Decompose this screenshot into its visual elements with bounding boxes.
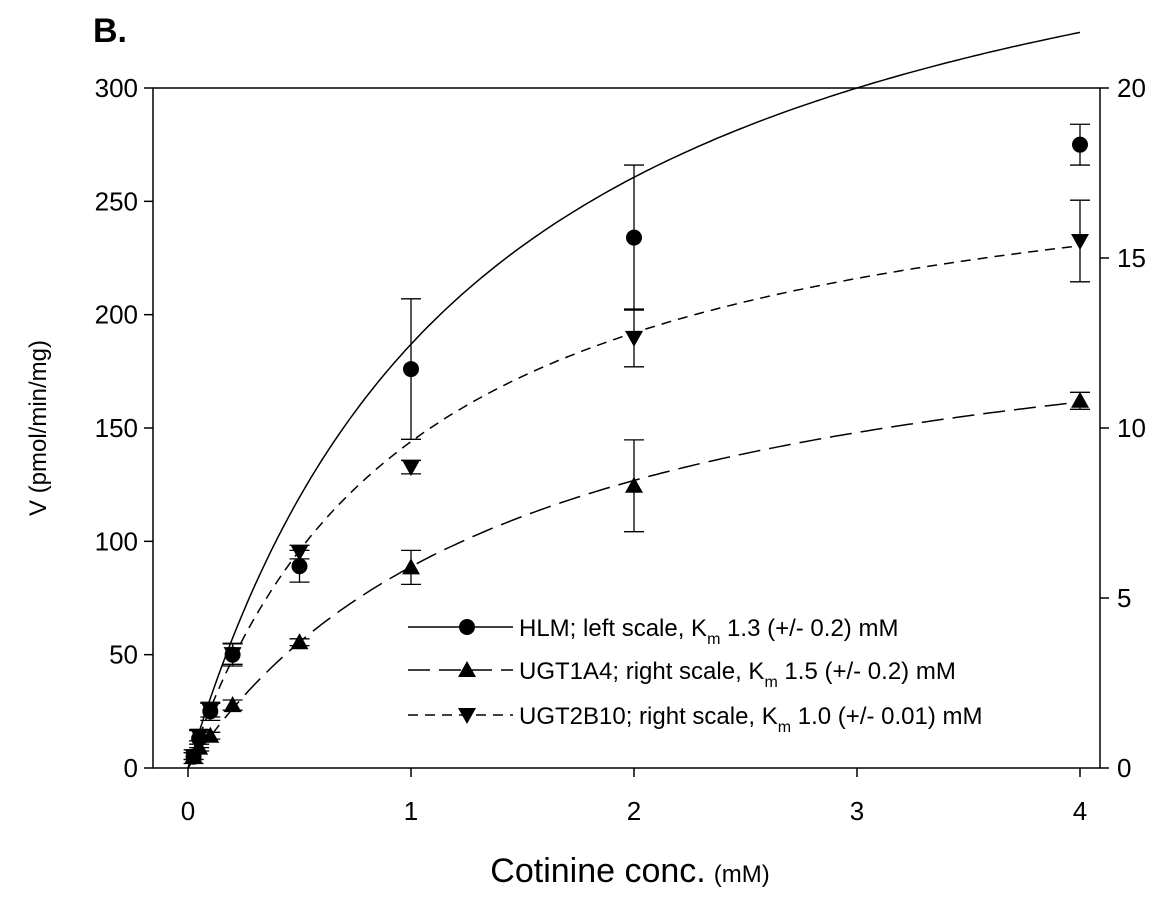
panel-label: B.: [93, 12, 127, 50]
legend-marker-1: [459, 619, 475, 635]
data-point: [291, 558, 308, 575]
data-point: [223, 696, 242, 713]
legend-label-2: UGT1A4; right scale, Km 1.5 (+/- 0.2) mM: [519, 658, 956, 691]
data-point: [1071, 391, 1089, 408]
x-tick-label: 3: [850, 796, 864, 826]
legend-label-text: 1.5 (+/- 0.2) mM: [778, 658, 956, 685]
x-tick-label: 0: [181, 796, 195, 826]
x-tick-label: 1: [404, 796, 418, 826]
legend-marker-3: [458, 708, 476, 724]
data-point: [402, 558, 420, 575]
x-axis-title-main: Cotinine conc.: [490, 852, 705, 890]
data-point: [184, 749, 203, 766]
data-point: [1071, 234, 1089, 250]
y-left-tick-label: 50: [109, 640, 138, 670]
y-left-tick-label: 0: [124, 753, 138, 783]
y-axis-title: V (pmol/min/mg): [25, 340, 52, 516]
y-right-tick-label: 20: [1117, 73, 1146, 103]
data-point: [201, 726, 220, 743]
data-point: [403, 361, 419, 378]
data-point: [402, 460, 420, 477]
y-right-tick-label: 5: [1117, 583, 1131, 613]
data-point: [626, 229, 642, 246]
data-point: [290, 633, 309, 650]
legend-label-subscript: m: [764, 674, 777, 691]
y-left-tick-label: 300: [95, 73, 138, 103]
y-right-tick-label: 0: [1117, 753, 1131, 783]
data-point: [1072, 136, 1088, 153]
legend-label-subscript: m: [707, 631, 720, 648]
data-point: [201, 703, 220, 720]
legend-label-text: UGT2B10; right scale, K: [519, 703, 778, 730]
y-right-tick-label: 15: [1117, 243, 1146, 273]
data-point: [290, 545, 309, 562]
legend-label-1: HLM; left scale, Km 1.3 (+/- 0.2) mM: [519, 615, 898, 648]
data-point: [625, 330, 643, 347]
data-point: [625, 476, 643, 493]
legend-label-3: UGT2B10; right scale, Km 1.0 (+/- 0.01) …: [519, 703, 983, 736]
legend-label-text: 1.3 (+/- 0.2) mM: [720, 615, 898, 642]
y-right-tick-label: 10: [1117, 413, 1146, 443]
y-left-tick-label: 100: [95, 526, 138, 556]
y-left-tick-label: 200: [95, 300, 138, 330]
x-axis-title: Cotinine conc. (mM): [490, 852, 769, 890]
legend-label-subscript: m: [778, 719, 791, 736]
data-point: [223, 647, 242, 664]
legend: HLM; left scale, Km 1.3 (+/- 0.2) mMUGT1…: [408, 615, 983, 736]
x-tick-label: 4: [1073, 796, 1087, 826]
legend-label-text: HLM; left scale, K: [519, 615, 707, 642]
data-point: [190, 728, 209, 745]
x-axis-title-unit: (mM): [714, 861, 770, 888]
x-tick-label: 2: [627, 796, 641, 826]
y-left-tick-label: 250: [95, 186, 138, 216]
legend-label-text: UGT1A4; right scale, K: [519, 658, 764, 685]
legend-marker-2: [458, 661, 476, 677]
legend-label-text: 1.0 (+/- 0.01) mM: [791, 703, 982, 730]
y-left-tick-label: 150: [95, 413, 138, 443]
